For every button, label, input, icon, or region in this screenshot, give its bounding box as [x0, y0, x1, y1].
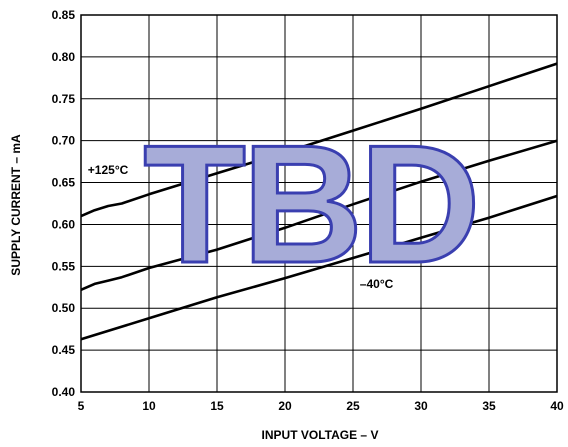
y-tick-label: 0.40	[52, 385, 76, 399]
y-tick-label: 0.55	[52, 259, 76, 273]
x-tick-labels: 5 10 15 20 25 30 35 40	[78, 399, 564, 413]
y-tick-labels: 0.40 0.45 0.50 0.55 0.60 0.65 0.70 0.75 0.80 0.85	[52, 8, 76, 399]
y-tick-label: 0.45	[52, 343, 76, 357]
x-tick-label: 20	[278, 399, 292, 413]
series-layer	[80, 62, 558, 341]
x-tick-label: 10	[142, 399, 156, 413]
series-line-3	[80, 194, 558, 341]
x-tick-label: 35	[482, 399, 496, 413]
y-tick-label: 0.75	[52, 92, 76, 106]
tbd-watermark: TBD	[143, 110, 476, 298]
y-tick-label: 0.80	[52, 50, 76, 64]
series-line-1	[80, 62, 558, 218]
plot-frame	[80, 14, 558, 393]
y-tick-label: 0.85	[52, 8, 76, 22]
x-tick-label: 15	[210, 399, 224, 413]
x-axis-title: INPUT VOLTAGE – V	[262, 428, 379, 442]
x-tick-label: 5	[78, 399, 85, 413]
y-tick-label: 0.70	[52, 134, 76, 148]
y-tick-label: 0.50	[52, 301, 76, 315]
x-tick-label: 40	[550, 399, 564, 413]
series-label-2: –40°C	[360, 277, 394, 291]
x-tick-label: 30	[414, 399, 428, 413]
series-line-2	[80, 139, 558, 291]
annotations: +125°C –40°C	[88, 163, 394, 291]
y-tick-label: 0.60	[52, 217, 76, 231]
plot-border	[80, 14, 558, 393]
y-axis-title: SUPPLY CURRENT – mA	[9, 134, 23, 276]
x-tick-label: 25	[346, 399, 360, 413]
watermark-layer: TBD	[142, 109, 482, 300]
y-tick-label: 0.65	[52, 176, 76, 190]
series-label-1: +125°C	[88, 163, 129, 177]
